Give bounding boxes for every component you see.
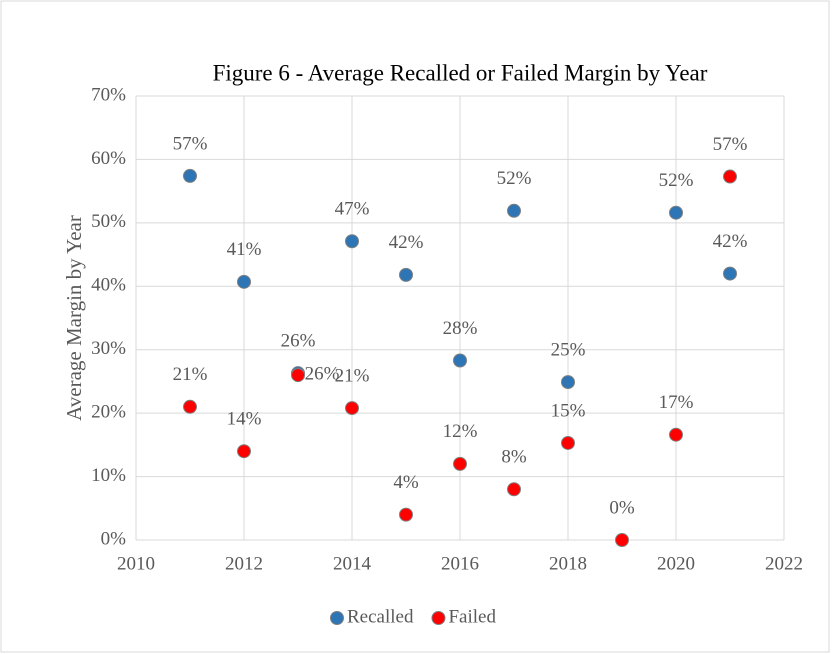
x-tick-label: 2016 — [441, 553, 479, 574]
point — [669, 427, 683, 442]
x-tick-label: 2010 — [117, 553, 155, 574]
point — [561, 375, 575, 390]
point — [561, 435, 575, 450]
point — [183, 168, 197, 183]
data-label: 15% — [551, 400, 586, 421]
data-label: 12% — [443, 421, 478, 442]
data-label: 21% — [335, 365, 370, 386]
chart-title: Figure 6 - Average Recalled or Failed Ma… — [213, 60, 708, 85]
data-label: 0% — [609, 497, 635, 518]
data-label: 42% — [389, 232, 424, 253]
x-tick-label: 2018 — [549, 553, 587, 574]
data-label: 47% — [335, 199, 370, 220]
data-label: 52% — [497, 168, 532, 189]
data-label: 57% — [173, 133, 208, 154]
point — [453, 456, 467, 471]
x-tick-label: 2012 — [225, 553, 263, 574]
data-label: 4% — [393, 472, 419, 493]
y-tick-label: 10% — [91, 465, 126, 486]
y-tick-label: 60% — [91, 148, 126, 169]
point — [615, 533, 629, 547]
data-label: 41% — [227, 239, 262, 260]
point — [453, 353, 467, 368]
x-tick-label: 2020 — [657, 553, 695, 574]
point — [237, 274, 251, 289]
legend-label: Recalled — [347, 606, 414, 627]
y-tick-label: 50% — [91, 211, 126, 232]
point — [183, 399, 197, 414]
y-axis-label: Average Margin by Year — [62, 215, 86, 421]
data-label: 8% — [501, 447, 527, 468]
point — [399, 267, 413, 282]
point — [669, 205, 683, 220]
point — [723, 266, 737, 281]
data-label: 14% — [227, 409, 262, 430]
y-tick-label: 0% — [101, 528, 127, 549]
legend-marker — [330, 611, 344, 625]
point — [345, 401, 359, 416]
point — [399, 507, 413, 522]
data-label: 21% — [173, 364, 208, 385]
data-label: 17% — [659, 392, 694, 413]
y-tick-label: 30% — [91, 338, 126, 359]
data-label: 25% — [551, 339, 586, 360]
y-tick-label: 40% — [91, 275, 126, 296]
point — [345, 234, 359, 249]
point — [291, 368, 305, 383]
data-label: 26% — [281, 331, 316, 352]
y-tick-label: 70% — [91, 84, 126, 105]
point — [507, 482, 521, 497]
point — [237, 444, 251, 459]
point — [723, 169, 737, 184]
x-tick-label: 2022 — [765, 553, 803, 574]
data-label: 28% — [443, 318, 478, 339]
data-label: 57% — [713, 134, 748, 155]
data-label: 26% — [305, 363, 340, 384]
point — [507, 203, 521, 218]
data-label: 52% — [659, 170, 694, 191]
x-tick-label: 2014 — [333, 553, 372, 574]
data-label: 42% — [713, 231, 748, 252]
legend-label: Failed — [448, 606, 496, 627]
y-tick-label: 20% — [91, 402, 126, 423]
legend-marker — [431, 611, 446, 625]
